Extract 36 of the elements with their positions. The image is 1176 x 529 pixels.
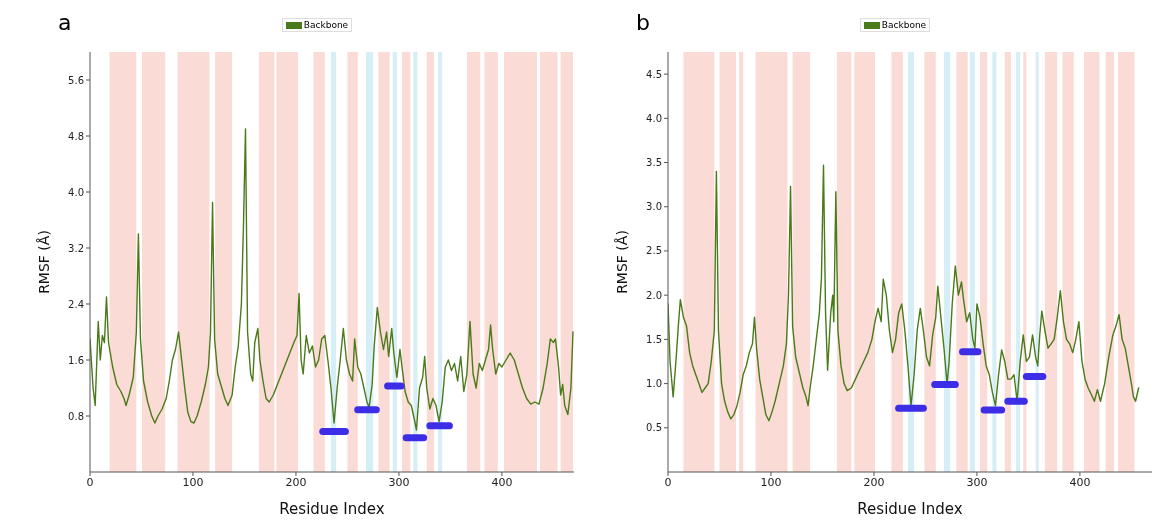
y-tick-label: 1.5 <box>646 333 662 345</box>
y-tick-label: 4.5 <box>646 68 662 80</box>
y-axis-title: RMSF (Å) <box>35 230 52 294</box>
y-tick-label: 1.6 <box>68 354 84 366</box>
x-tick-label: 300 <box>966 475 988 489</box>
line-series <box>90 128 574 431</box>
y-tick-label: 4.8 <box>68 130 84 142</box>
x-tick-label: 100 <box>182 475 204 489</box>
x-tick-label: 300 <box>388 475 410 489</box>
y-tick-label: 1.0 <box>646 378 662 390</box>
chart-title: a <box>58 10 72 35</box>
chart-title: b <box>636 10 650 35</box>
legend-label: Backbone <box>881 20 927 30</box>
x-tick-label: 200 <box>863 475 885 489</box>
x-tick-label: 100 <box>760 475 782 489</box>
y-tick-label: 0.5 <box>646 422 662 434</box>
x-axis-title: Residue Index <box>279 500 385 518</box>
x-axis-title: Residue Index <box>857 500 963 518</box>
x-tick-label: 400 <box>1069 475 1091 489</box>
y-tick-label: 3.0 <box>646 201 662 213</box>
y-tick-label: 3.5 <box>646 157 662 169</box>
y-tick-label: 0.8 <box>68 410 84 422</box>
y-tick-label: 4.0 <box>646 112 662 124</box>
legend-label: Backbone <box>303 20 349 30</box>
x-tick-label: 400 <box>491 475 513 489</box>
y-tick-label: 2.0 <box>646 289 662 301</box>
x-tick-label: 0 <box>86 475 94 489</box>
y-tick-label: 5.6 <box>68 74 84 86</box>
y-tick-label: 2.5 <box>646 245 662 257</box>
y-tick-label: 3.2 <box>68 242 84 254</box>
line-series <box>668 164 1140 422</box>
y-axis-title: RMSF (Å) <box>613 230 630 294</box>
y-tick-label: 4.0 <box>68 186 84 198</box>
x-tick-label: 0 <box>664 475 672 489</box>
x-tick-label: 200 <box>285 475 307 489</box>
y-tick-label: 2.4 <box>68 298 84 310</box>
